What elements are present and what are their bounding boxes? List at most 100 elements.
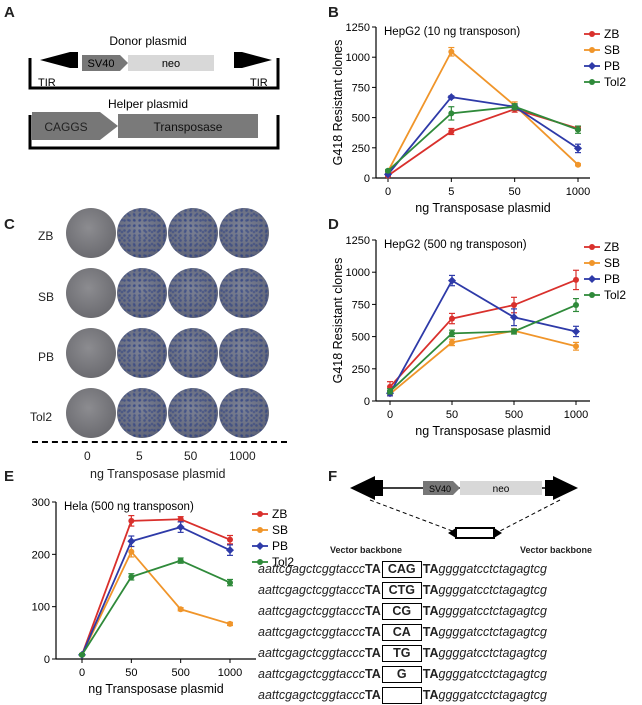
- y-tick-label: 0: [364, 173, 370, 185]
- y-tick-label: 100: [32, 602, 50, 614]
- legend-marker: [589, 79, 595, 85]
- x-tick-label: 0: [79, 667, 85, 679]
- plate-sb-1000: [219, 268, 269, 318]
- sv40-label-f: SV40: [429, 484, 451, 494]
- ta-right: TA: [422, 645, 439, 660]
- panel-label-a: A: [4, 4, 15, 21]
- y-tick-label: 1250: [346, 22, 370, 34]
- plate-tol2-0: [66, 388, 116, 438]
- data-point-sb: [573, 343, 579, 350]
- plate-tol2-50: [168, 388, 218, 438]
- seq-right: ggggatcctctagagtcg: [438, 561, 547, 576]
- series-line-sb: [81, 550, 231, 656]
- sv40-promoter: [82, 55, 128, 71]
- legend-label-tol2: Tol2: [272, 555, 294, 569]
- chart-d: 0 250 500 750 1000 1250 0 50 500 1000 ng Transposa…: [331, 235, 626, 438]
- col-label-5: 5: [136, 449, 143, 463]
- transposase-label: Transposase: [154, 120, 223, 134]
- x-tick-label: 5: [448, 186, 454, 198]
- data-point-sb: [177, 606, 184, 613]
- seq-right: ggggatcctctagagtcg: [438, 666, 547, 681]
- data-point-tol2: [128, 573, 135, 580]
- data-point-tol2: [511, 328, 517, 335]
- series-line-sb: [387, 50, 579, 172]
- y-tick-label: 500: [352, 113, 370, 125]
- chart-title: HepG2 (500 ng transposon): [384, 239, 527, 251]
- data-point-tol2: [511, 103, 518, 110]
- plate-divider: [32, 441, 287, 443]
- plate-pb-50: [168, 328, 218, 378]
- legend-label-pb: PB: [604, 272, 620, 286]
- plate-zb-0: [66, 208, 116, 258]
- legend-marker: [257, 511, 263, 517]
- tir-left-label: TIR: [38, 77, 56, 89]
- panel-label-c: C: [4, 216, 15, 233]
- data-point-pb: [226, 546, 234, 555]
- x-tick-label: 500: [505, 409, 523, 421]
- data-point-zb: [448, 128, 455, 135]
- col-label-0: 0: [84, 449, 91, 463]
- ta-right: TA: [422, 624, 439, 639]
- donor-plasmid-label: Donor plasmid: [109, 34, 186, 48]
- data-point-sb: [128, 548, 135, 555]
- vector-backbone-left: Vector backbone: [330, 545, 403, 555]
- neo-label-f: neo: [493, 484, 510, 495]
- legend-marker: [256, 542, 264, 550]
- chart-title: HepG2 (10 ng transposon): [384, 26, 520, 38]
- helper-backbone: [28, 115, 280, 150]
- series-line-pb: [81, 526, 231, 656]
- row-label-zb: ZB: [38, 229, 54, 243]
- data-point-pb: [447, 93, 456, 102]
- ta-left: TA: [365, 561, 381, 576]
- plate-sb-5: [117, 268, 167, 318]
- insert-box: TG: [381, 645, 422, 662]
- series-line-tol2: [389, 304, 577, 392]
- x-tick-label: 1000: [566, 186, 590, 198]
- data-point-tol2: [227, 579, 233, 586]
- data-point-pb: [448, 276, 456, 285]
- legend-marker: [589, 260, 595, 266]
- y-tick-label: 1250: [346, 235, 370, 247]
- series-line-sb: [389, 329, 577, 395]
- ta-left: TA: [365, 624, 381, 639]
- x-tick-label: 50: [509, 186, 521, 198]
- insert-box: CG: [381, 603, 422, 620]
- y-tick-label: 250: [352, 143, 370, 155]
- transposon-schematic: SV40 neo: [350, 476, 578, 539]
- insert-box: CAG: [381, 561, 422, 578]
- legend-label-tol2: Tol2: [604, 288, 626, 302]
- plate-tol2-5: [117, 388, 167, 438]
- sequence-row: aattcgagctcggtacccTA G TAggggatcctctagagtc…: [258, 666, 642, 684]
- legend-marker: [588, 62, 596, 70]
- col-label-1000: 1000: [229, 449, 256, 463]
- legend-marker: [589, 31, 595, 37]
- sequence-row: aattcgagctcggtacccTA CAG TAggggatcctctagag…: [258, 561, 642, 579]
- chart-title: Hela (500 ng transposon): [64, 501, 194, 513]
- ta-left: TA: [365, 645, 381, 660]
- sv40-promoter-f: [423, 481, 460, 495]
- tir-left-arrow-f: [350, 476, 375, 500]
- y-tick-label: 250: [352, 364, 370, 376]
- legend-marker: [589, 244, 595, 250]
- series-line-pb: [387, 96, 579, 175]
- x-tick-label: 0: [387, 409, 393, 421]
- seq-left: aattcgagctcggtaccc: [258, 645, 366, 660]
- tir-right-label: TIR: [250, 77, 268, 89]
- seq-left: aattcgagctcggtaccc: [258, 666, 366, 681]
- legend-label-sb: SB: [604, 256, 620, 270]
- plate-zb-50: [168, 208, 218, 258]
- tir-right-arrow-f: [553, 476, 578, 500]
- ta-right: TA: [422, 582, 439, 597]
- ta-left: TA: [365, 666, 381, 681]
- insert-box: CTG: [381, 582, 422, 599]
- legend-label-zb: ZB: [272, 507, 287, 521]
- legend-marker: [588, 275, 596, 283]
- x-axis-label: ng Transposase plasmid: [415, 201, 551, 215]
- chart-b: 0 250 500 750 1000 1250 0 5 50 1000 ng Transposase…: [331, 22, 626, 215]
- data-point-tol2: [448, 110, 455, 117]
- ta-right: TA: [422, 561, 439, 576]
- seq-right: ggggatcctctagagtcg: [438, 582, 547, 597]
- y-tick-label: 750: [352, 299, 370, 311]
- neo-gene: [128, 55, 214, 71]
- ta-left: TA: [365, 603, 381, 618]
